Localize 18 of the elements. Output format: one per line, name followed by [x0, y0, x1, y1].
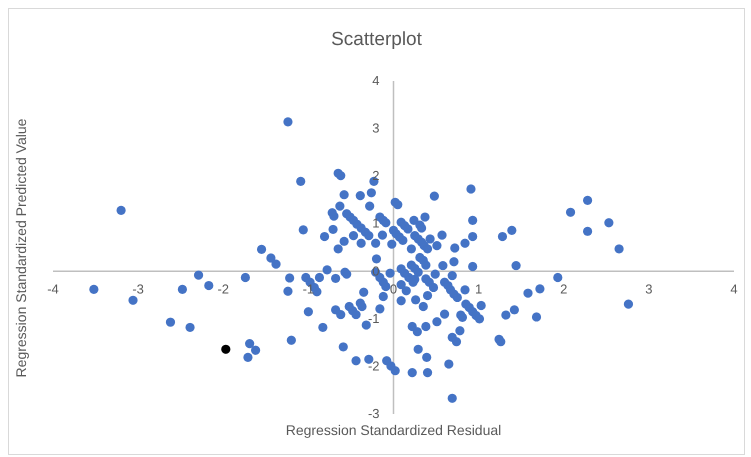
x-tick-label: 0 — [390, 281, 398, 296]
y-tick-label: 0 — [372, 263, 380, 278]
y-tick-label: 4 — [372, 73, 380, 88]
x-tick-label: 3 — [645, 281, 652, 296]
chart-title: Scatterplot — [330, 29, 423, 51]
x-tick-label: -2 — [217, 281, 230, 296]
y-tick-label: 1 — [372, 216, 380, 231]
x-tick-label: 1 — [475, 281, 482, 296]
x-tick-label: 2 — [560, 281, 568, 296]
x-tick-label: -3 — [132, 281, 144, 296]
y-tick-label: 3 — [372, 120, 380, 136]
x-tick-label: -4 — [47, 281, 59, 296]
y-tick-label: -1 — [368, 310, 380, 326]
y-tick-label: -3 — [368, 406, 380, 421]
x-axis-title: Regression Standardized Residual — [284, 422, 502, 438]
y-axis-title: Regression Standardized Predicted Value — [13, 117, 29, 379]
x-tick-label: 4 — [730, 281, 738, 296]
y-tick-label: -2 — [368, 358, 380, 374]
